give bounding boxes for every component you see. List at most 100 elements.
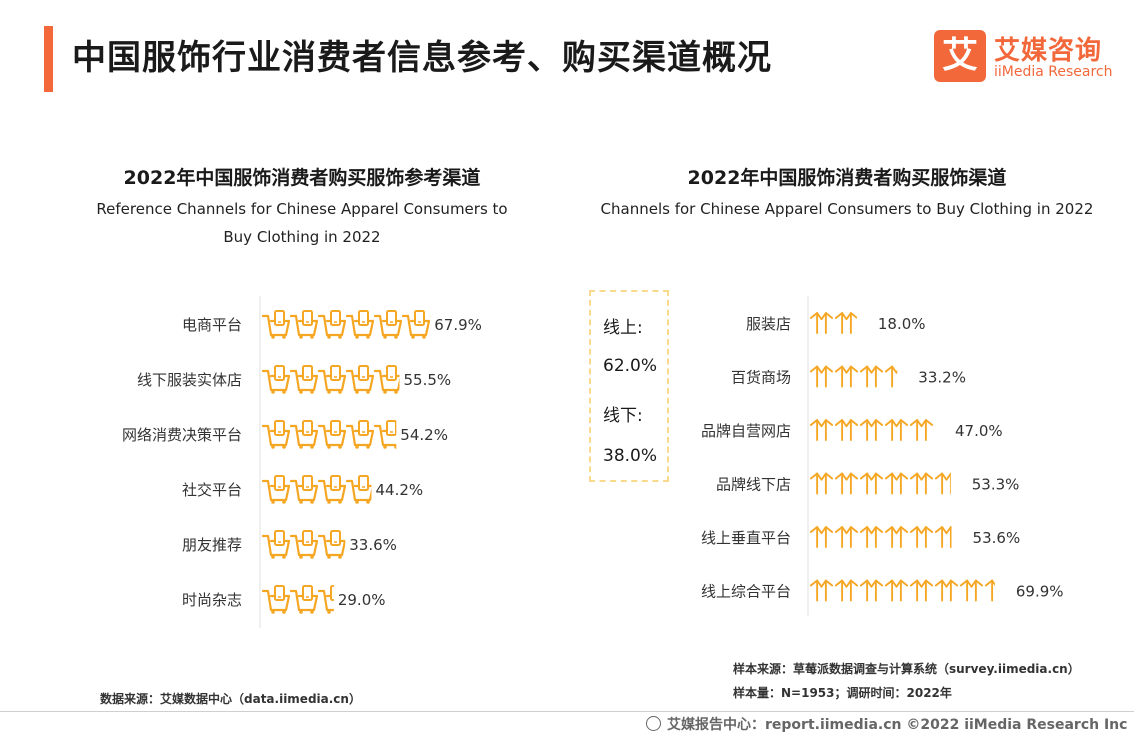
- shirt-icon: [909, 419, 934, 441]
- shopping-cart-icon: [318, 364, 346, 394]
- shopping-cart-icon: [290, 309, 318, 339]
- category-label: 电商平台: [182, 316, 242, 334]
- shirt-icon: [809, 526, 834, 548]
- value-label: 47.0%: [955, 422, 1003, 440]
- shirt-icon: [834, 472, 859, 495]
- pictogram-bar: [809, 579, 995, 602]
- logo: 艾 艾媒咨询 iiMedia Research: [934, 30, 1124, 90]
- shirt-icon: [834, 365, 859, 388]
- shirt-icon: [834, 419, 859, 441]
- title-accent-bar: [44, 26, 53, 92]
- shopping-cart-icon: [318, 474, 346, 504]
- pictogram-bar: [262, 364, 400, 394]
- category-label: 线下服装实体店: [137, 371, 242, 389]
- category-label: 社交平台: [182, 481, 242, 499]
- category-label: 品牌线下店: [716, 476, 791, 494]
- shirt-icon: [859, 419, 884, 441]
- shopping-cart-icon: [402, 309, 430, 339]
- footer-text: 艾媒报告中心：report.iimedia.cn ©2022 iiMedia R…: [667, 717, 1128, 733]
- shopping-cart-icon: [346, 419, 374, 449]
- shopping-cart-icon: [262, 474, 290, 504]
- value-label: 53.3%: [972, 476, 1020, 494]
- shirt-icon: [834, 579, 859, 602]
- value-label: 69.9%: [1016, 583, 1064, 601]
- pictogram-bar: [809, 365, 898, 388]
- pictogram-bar: [262, 419, 397, 449]
- shopping-cart-icon: [346, 309, 374, 339]
- value-label: 33.6%: [349, 536, 397, 554]
- shopping-cart-icon: [290, 419, 318, 449]
- sample-source: 样本来源：草莓派数据调查与计算系统（survey.iimedia.cn）: [733, 662, 1080, 676]
- shirt-icon: [884, 365, 898, 388]
- shirt-icon: [959, 579, 984, 602]
- value-label: 54.2%: [400, 426, 448, 444]
- globe-icon: [646, 716, 661, 731]
- shirt-icon: [809, 419, 834, 441]
- shopping-cart-icon: [346, 364, 374, 394]
- shirt-icon: [834, 526, 859, 548]
- logo-mark-glyph: 艾: [941, 35, 978, 76]
- value-label: 55.5%: [404, 371, 452, 389]
- shirt-icon: [934, 579, 959, 602]
- category-label: 时尚杂志: [182, 591, 242, 609]
- shirt-icon: [809, 579, 834, 602]
- online-value: 62.0%: [603, 356, 658, 376]
- category-label: 朋友推荐: [182, 536, 242, 554]
- value-label: 29.0%: [338, 591, 386, 609]
- pictogram-bar: [262, 584, 334, 614]
- shirt-icon: [934, 526, 952, 548]
- pictogram-bar: [262, 474, 372, 504]
- footer-divider: [0, 711, 1134, 712]
- shopping-cart-icon: [262, 529, 290, 559]
- pictogram-bar: [809, 526, 952, 548]
- category-label: 百货商场: [731, 369, 791, 387]
- shopping-cart-icon: [318, 309, 346, 339]
- shopping-cart-icon: [262, 364, 290, 394]
- shirt-icon: [909, 472, 934, 495]
- shopping-cart-icon: [290, 364, 318, 394]
- shopping-cart-icon: [346, 474, 372, 504]
- shopping-cart-icon: [290, 529, 318, 559]
- category-label: 线上综合平台: [701, 583, 791, 601]
- online-label: 线上:: [603, 318, 643, 338]
- shirt-icon: [859, 365, 884, 388]
- shirt-icon: [859, 526, 884, 548]
- shirt-icon: [884, 419, 909, 441]
- logo-name-en: iiMedia Research: [994, 64, 1113, 80]
- page-title: 中国服饰行业消费者信息参考、购买渠道概况: [72, 38, 772, 78]
- offline-label: 线下:: [603, 406, 643, 426]
- footer: 艾媒报告中心：report.iimedia.cn ©2022 iiMedia R…: [646, 714, 1127, 734]
- sample-size: 样本量：N=1953；调研时间：2022年: [733, 686, 952, 700]
- value-label: 67.9%: [434, 316, 482, 334]
- shirt-icon: [859, 579, 884, 602]
- value-label: 44.2%: [376, 481, 424, 499]
- data-source: 数据来源：艾媒数据中心（data.iimedia.cn）: [100, 692, 361, 706]
- shirt-icon: [884, 579, 909, 602]
- value-label: 18.0%: [878, 315, 926, 333]
- shopping-cart-icon: [374, 419, 397, 449]
- shirt-icon: [809, 472, 834, 495]
- right-chart-title: 2022年中国服饰消费者购买服饰渠道: [687, 167, 1007, 189]
- pictogram-bar: [262, 309, 431, 339]
- category-label: 品牌自营网店: [701, 422, 791, 440]
- right-chart-subtitle: Channels for Chinese Apparel Consumers t…: [600, 200, 1094, 218]
- shirt-icon: [884, 472, 909, 495]
- shopping-cart-icon: [318, 529, 346, 559]
- value-label: 53.6%: [973, 529, 1021, 547]
- shirt-icon: [984, 579, 995, 602]
- shirt-icon: [809, 365, 834, 388]
- value-label: 33.2%: [918, 369, 966, 387]
- shopping-cart-icon: [374, 309, 402, 339]
- logo-mark-icon: [934, 30, 986, 82]
- left-chart-subtitle: Reference Channels for Chinese Apparel C…: [96, 200, 508, 246]
- logo-name-cn: 艾媒咨询: [994, 36, 1103, 66]
- shirt-icon: [859, 472, 884, 495]
- pictogram-bar: [809, 419, 934, 441]
- left-chart-title: 2022年中国服饰消费者购买服饰参考渠道: [123, 167, 481, 189]
- category-label: 线上垂直平台: [701, 529, 791, 547]
- shirt-icon: [834, 312, 857, 334]
- pictogram-bar: [262, 529, 346, 559]
- category-label: 服装店: [746, 315, 791, 333]
- shopping-cart-icon: [262, 584, 290, 614]
